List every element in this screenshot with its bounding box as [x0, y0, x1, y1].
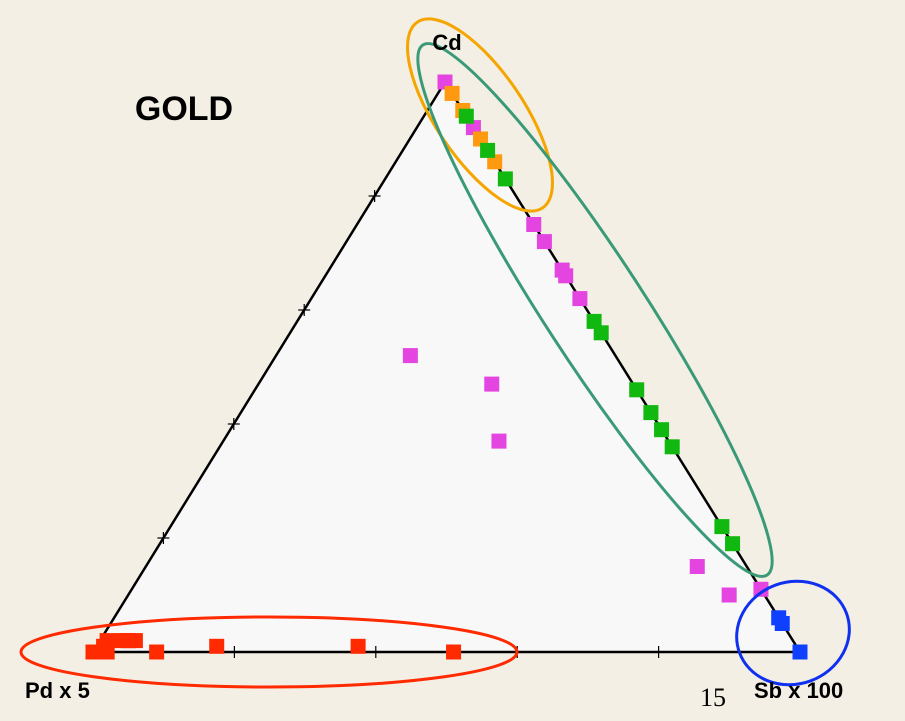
data-point: [725, 536, 741, 552]
data-point: [753, 581, 769, 597]
page-number: 15: [700, 683, 726, 712]
data-point: [643, 405, 659, 421]
data-point: [99, 633, 115, 649]
data-point: [497, 171, 513, 187]
data-point: [487, 154, 503, 170]
green-ellipse: [416, 42, 774, 578]
data-point: [484, 376, 500, 392]
data-point: [209, 638, 225, 654]
data-point: [593, 325, 609, 341]
data-point: [654, 422, 670, 438]
vertex-label-right: Sb x 100: [754, 678, 843, 703]
data-point: [774, 616, 790, 631]
data-point: [792, 644, 808, 660]
data-point: [458, 108, 474, 124]
data-point: [629, 382, 645, 398]
vertex-label-left: Pd x 5: [25, 678, 90, 703]
blue-ellipse: [735, 579, 851, 687]
data-point: [491, 433, 507, 449]
data-point: [465, 120, 481, 136]
data-point: [536, 234, 552, 250]
data-point: [558, 268, 574, 284]
data-point: [149, 644, 165, 660]
data-point: [437, 74, 453, 90]
data-point: [689, 559, 705, 574]
chart-title: GOLD: [135, 90, 233, 128]
data-point: [586, 313, 602, 329]
data-point: [446, 644, 462, 660]
data-point: [127, 633, 143, 649]
data-point: [526, 217, 542, 232]
data-point: [721, 587, 737, 603]
data-point: [714, 519, 730, 535]
data-point: [444, 85, 460, 101]
data-point: [402, 348, 418, 364]
data-point: [99, 644, 115, 660]
data-point: [480, 142, 496, 158]
data-point: [473, 131, 488, 147]
data-point: [350, 638, 366, 654]
vertex-label-top: Cd: [432, 30, 461, 55]
data-point: [664, 439, 680, 455]
marks: [85, 74, 808, 660]
data-point: [572, 291, 588, 307]
red-ellipse: [19, 615, 519, 689]
